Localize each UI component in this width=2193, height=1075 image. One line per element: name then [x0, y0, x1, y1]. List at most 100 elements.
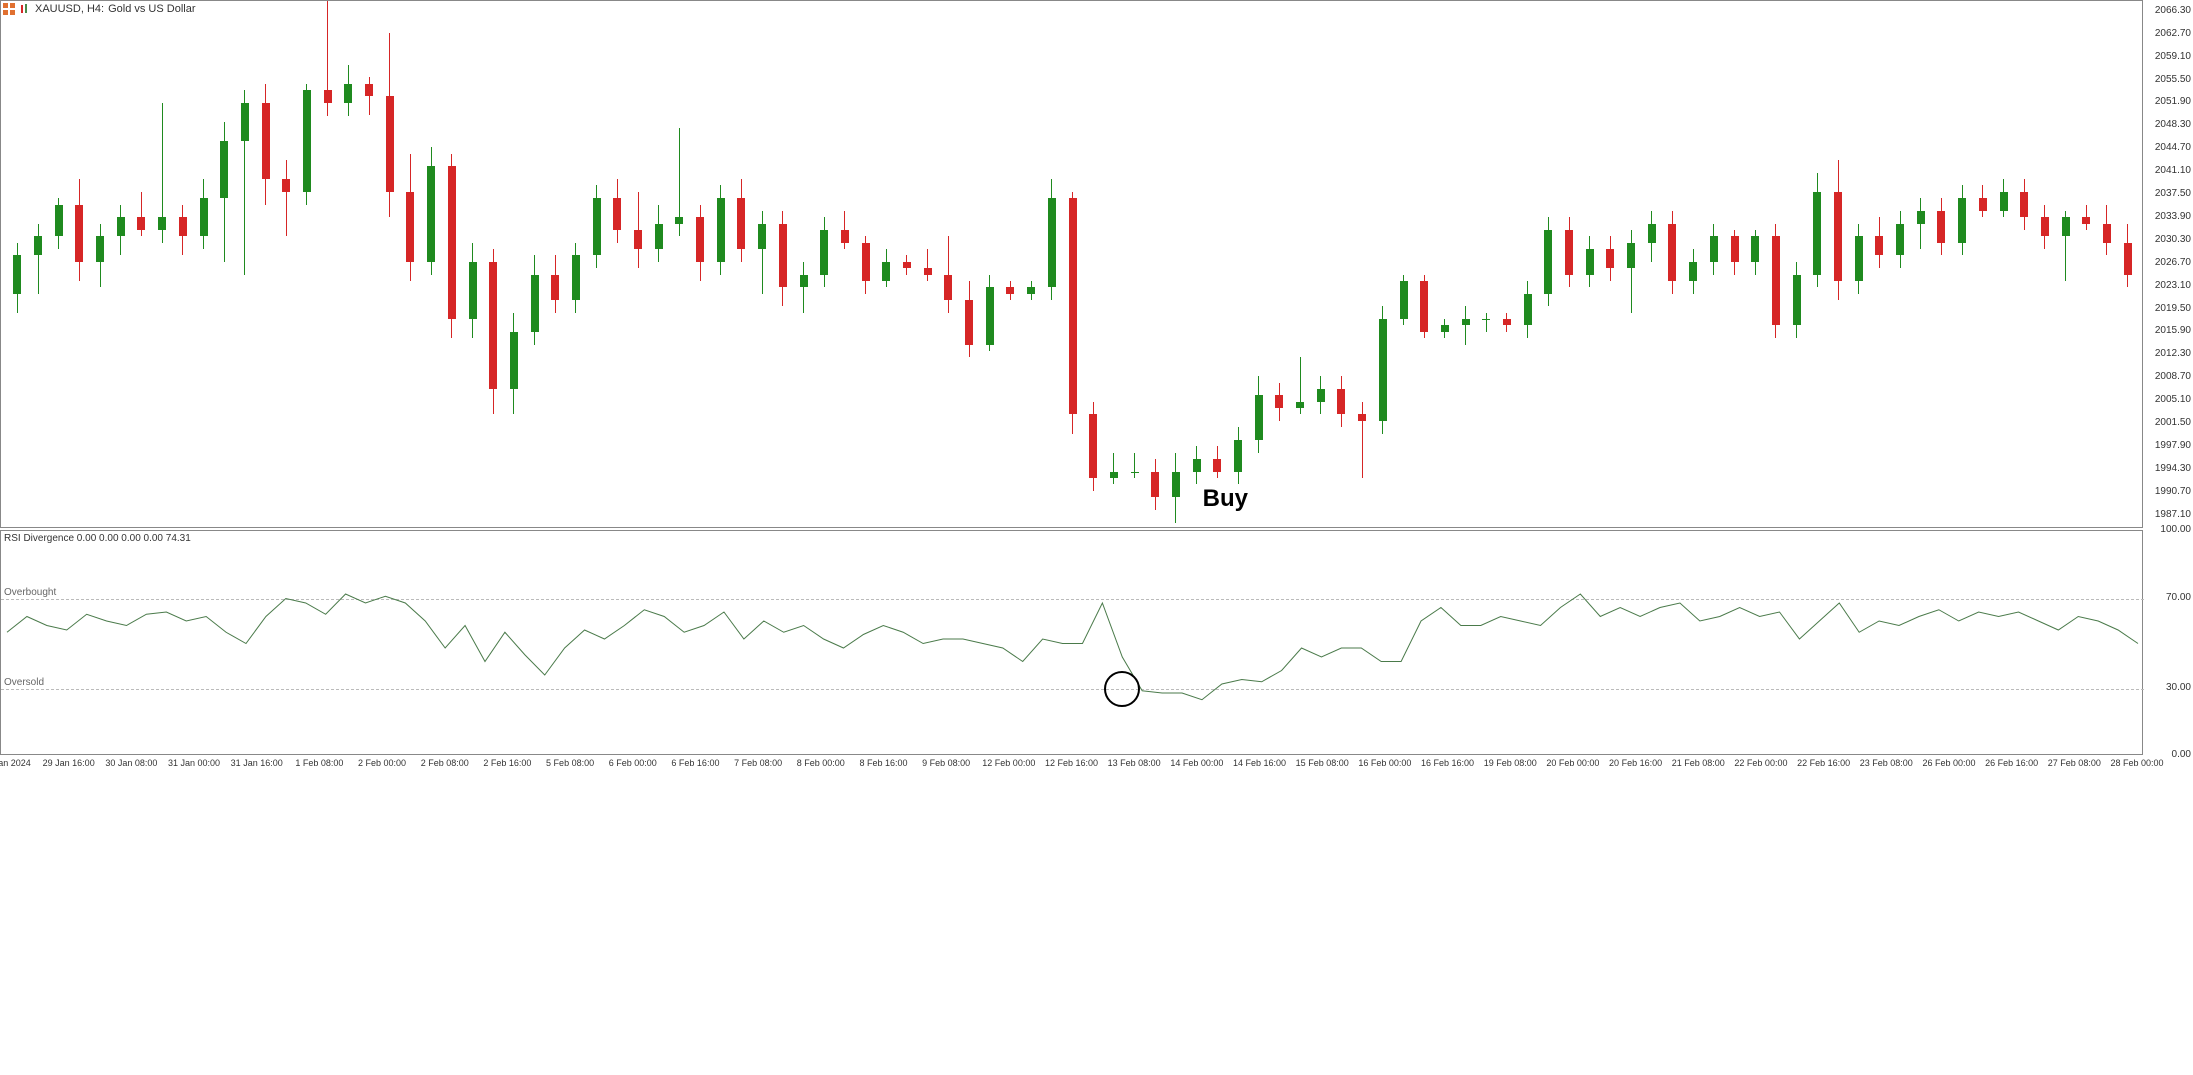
- candle-body: [200, 198, 208, 236]
- rsi-pane[interactable]: RSI Divergence 0.00 0.00 0.00 0.00 74.31…: [0, 530, 2143, 755]
- price-y-tick: 2055.50: [2155, 74, 2191, 85]
- candle-body: [1006, 287, 1014, 293]
- candle-body: [800, 275, 808, 288]
- candle-body: [613, 198, 621, 230]
- rsi-y-tick: 70.00: [2166, 592, 2191, 603]
- x-axis-tick: 14 Feb 16:00: [1233, 758, 1286, 768]
- buy-annotation: Buy: [1203, 485, 1248, 513]
- candle-body: [1793, 275, 1801, 326]
- x-axis-tick: 7 Feb 08:00: [734, 758, 782, 768]
- candle-body: [1110, 472, 1118, 478]
- candle-body: [1172, 472, 1180, 497]
- candle-body: [924, 268, 932, 274]
- x-axis-tick: 12 Feb 00:00: [982, 758, 1035, 768]
- price-y-tick: 2066.30: [2155, 5, 2191, 16]
- price-y-tick: 2051.90: [2155, 96, 2191, 107]
- candle-body: [779, 224, 787, 288]
- x-axis: 29 Jan 202429 Jan 16:0030 Jan 08:0031 Ja…: [0, 756, 2193, 776]
- candle-body: [1710, 236, 1718, 261]
- candle-body: [303, 90, 311, 192]
- candle-body: [1855, 236, 1863, 281]
- candle-body: [386, 96, 394, 191]
- candle-body: [1937, 211, 1945, 243]
- candle-body: [1689, 262, 1697, 281]
- candle-body: [1503, 319, 1511, 325]
- price-y-tick: 2041.10: [2155, 165, 2191, 176]
- x-axis-tick: 29 Jan 16:00: [43, 758, 95, 768]
- candle-body: [1524, 294, 1532, 326]
- price-y-tick: 2023.10: [2155, 280, 2191, 291]
- x-axis-tick: 27 Feb 08:00: [2048, 758, 2101, 768]
- candle-body: [96, 236, 104, 261]
- candle-body: [1296, 402, 1304, 408]
- candle-body: [1668, 224, 1676, 281]
- x-axis-tick: 14 Feb 00:00: [1170, 758, 1223, 768]
- x-axis-tick: 12 Feb 16:00: [1045, 758, 1098, 768]
- x-axis-tick: 23 Feb 08:00: [1860, 758, 1913, 768]
- candle-body: [1317, 389, 1325, 402]
- candle-body: [1255, 395, 1263, 440]
- candle-body: [593, 198, 601, 255]
- x-axis-tick: 2 Feb 00:00: [358, 758, 406, 768]
- x-axis-tick: 19 Feb 08:00: [1484, 758, 1537, 768]
- price-y-tick: 1987.10: [2155, 509, 2191, 520]
- candle-body: [675, 217, 683, 223]
- candle-body: [1544, 230, 1552, 294]
- candle-body: [1337, 389, 1345, 414]
- candle-body: [34, 236, 42, 255]
- candle-body: [1813, 192, 1821, 275]
- candle-body: [2020, 192, 2028, 217]
- candle-body: [344, 84, 352, 103]
- price-y-tick: 2033.90: [2155, 211, 2191, 222]
- candle-body: [75, 205, 83, 262]
- candle-body: [1379, 319, 1387, 421]
- price-y-tick: 1994.30: [2155, 463, 2191, 474]
- candle-wick: [803, 262, 804, 313]
- candle-body: [882, 262, 890, 281]
- candle-body: [1089, 414, 1097, 478]
- price-y-tick: 2059.10: [2155, 51, 2191, 62]
- x-axis-tick: 29 Jan 2024: [0, 758, 31, 768]
- candle-body: [1358, 414, 1366, 420]
- price-y-tick: 2019.50: [2155, 303, 2191, 314]
- candle-body: [220, 141, 228, 198]
- candle-wick: [1920, 198, 1921, 249]
- price-y-tick: 2008.70: [2155, 371, 2191, 382]
- price-y-tick: 2005.10: [2155, 394, 2191, 405]
- candle-body: [1731, 236, 1739, 261]
- candle-body: [965, 300, 973, 345]
- candle-body: [1834, 192, 1842, 281]
- price-y-tick: 2048.30: [2155, 119, 2191, 130]
- candle-body: [1482, 319, 1490, 320]
- candle-body: [717, 198, 725, 262]
- candle-wick: [1362, 402, 1363, 478]
- candle-body: [179, 217, 187, 236]
- candle-body: [1979, 198, 1987, 211]
- candle-body: [1027, 287, 1035, 293]
- candle-body: [469, 262, 477, 319]
- candle-body: [241, 103, 249, 141]
- candle-body: [324, 90, 332, 103]
- chart-container[interactable]: XAUUSD, H4: Gold vs US Dollar Buy 2066.3…: [0, 0, 2193, 1075]
- rsi-line-svg: [1, 531, 2144, 756]
- candle-wick: [286, 160, 287, 236]
- candle-body: [1275, 395, 1283, 408]
- rsi-y-axis: 100.0070.0030.000.00: [2143, 530, 2193, 755]
- price-y-tick: 2030.30: [2155, 234, 2191, 245]
- x-axis-tick: 30 Jan 08:00: [105, 758, 157, 768]
- candle-wick: [1134, 453, 1135, 478]
- candle-body: [841, 230, 849, 243]
- x-axis-tick: 20 Feb 00:00: [1546, 758, 1599, 768]
- candle-body: [2041, 217, 2049, 236]
- price-pane[interactable]: Buy: [0, 0, 2143, 528]
- candle-body: [634, 230, 642, 249]
- x-axis-tick: 8 Feb 00:00: [797, 758, 845, 768]
- price-y-axis: 2066.302062.702059.102055.502051.902048.…: [2143, 0, 2193, 528]
- x-axis-tick: 26 Feb 00:00: [1922, 758, 1975, 768]
- candle-body: [531, 275, 539, 332]
- candle-body: [903, 262, 911, 268]
- candle-body: [427, 166, 435, 261]
- candle-body: [1213, 459, 1221, 472]
- price-y-tick: 2015.90: [2155, 325, 2191, 336]
- candle-body: [406, 192, 414, 262]
